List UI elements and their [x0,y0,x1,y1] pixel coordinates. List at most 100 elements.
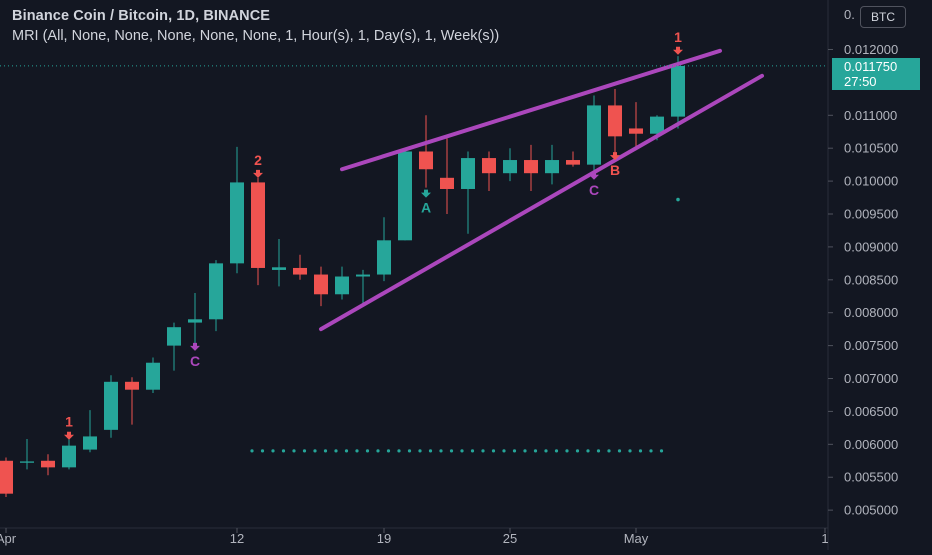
level-dot [565,449,569,453]
candle-body [419,151,433,170]
level-dot [533,449,538,453]
price-tick-label: 0.005500 [844,470,898,485]
candle-body [0,460,13,494]
level-dot [491,449,496,453]
wave-marker: 1 [64,414,74,440]
level-dot [481,449,485,453]
marker-label: B [610,162,620,178]
level-dot [418,449,422,453]
time-axis[interactable]: Apr 12 19 25 May 1 [0,527,829,546]
candle [566,151,580,167]
trendlines-layer[interactable] [319,48,764,332]
wave-marker: C [589,171,599,198]
candle [41,454,55,476]
candle [251,177,265,286]
level-dot [334,449,338,453]
candle [272,239,286,287]
candle-body [440,177,454,189]
level-dot [260,449,265,453]
marker-label: C [190,353,200,369]
candle [83,410,97,453]
level-dot [365,449,370,453]
wave-marker: B [610,152,620,178]
wave-marker: C [190,342,200,369]
candle-body [482,158,496,174]
level-dot [544,449,548,453]
level-dot [449,449,454,453]
marker-arrow [673,46,683,55]
level-dot [376,449,380,453]
candle-body [230,182,244,264]
level-dot [355,449,359,453]
candle [587,95,601,172]
price-tick-label: 0.011000 [844,108,897,123]
candle-body [209,263,223,320]
wave-marker: A [421,189,431,216]
marker-label: 1 [674,29,682,45]
level-dot [649,449,653,453]
candle [146,357,160,393]
level-dot [607,449,611,453]
candle-body [104,381,118,430]
candle-body [524,160,538,174]
level-dot [575,449,580,453]
candle [230,146,244,274]
bar-countdown: 27:50 [844,73,877,89]
candle-body [146,362,160,390]
marker-label: C [589,182,599,198]
candle [314,266,328,307]
candle-body [62,445,76,468]
chart-legend[interactable]: Binance Coin / Bitcoin, 1D, BINANCE MRI … [12,6,499,46]
candle-body [566,160,580,165]
marker-label: 2 [254,152,262,168]
candle [524,144,538,191]
trendline[interactable] [319,73,764,332]
price-tick-label: 0.009000 [844,239,898,254]
candle [671,56,685,129]
currency-badge[interactable]: BTC [860,6,906,28]
level-dot [302,449,307,453]
level-dot [250,449,254,453]
candle-body [398,151,412,241]
marker-arrow [610,152,620,161]
candle [377,217,391,282]
candle [419,115,433,188]
candle [167,322,181,371]
price-tick-label: 0.005000 [844,503,898,518]
last-price-tag: 0.011750 27:50 [832,57,920,90]
trendline[interactable] [340,48,722,172]
level-dot [281,449,286,453]
candle [0,457,13,497]
level-dot [554,449,559,453]
candle-body [545,160,559,174]
candle-body [314,274,328,295]
level-dot [523,449,527,453]
candle-body [83,436,97,450]
marker-label: 1 [65,414,73,430]
level-dot [397,449,401,453]
price-tick-label: 0.012000 [844,42,898,57]
candle-body [20,461,34,463]
price-axis[interactable]: 0.005000 0.005500 0.006000 0.006500 0.007000… [827,0,898,550]
price-tick-label: 0.008000 [844,305,898,320]
wave-marker: 1 [673,29,683,55]
candle-body [650,116,664,134]
time-tick-label: 1 [821,531,828,546]
symbol-title[interactable]: Binance Coin / Bitcoin, 1D, BINANCE [12,8,271,24]
price-tick-label: 0.010000 [844,174,898,189]
time-tick-label: 25 [503,531,517,546]
indicator-label[interactable]: MRI (All, None, None, None, None, None, … [12,28,500,44]
marker-arrow [421,189,431,198]
time-tick-label: Apr [0,531,17,546]
candle-body [293,267,307,275]
candle [545,144,559,185]
candle [125,377,139,425]
candle [335,266,349,300]
candle-body [167,327,181,346]
candle [398,149,412,241]
last-price-value: 0.011750 [844,58,898,74]
level-dot [271,449,275,453]
